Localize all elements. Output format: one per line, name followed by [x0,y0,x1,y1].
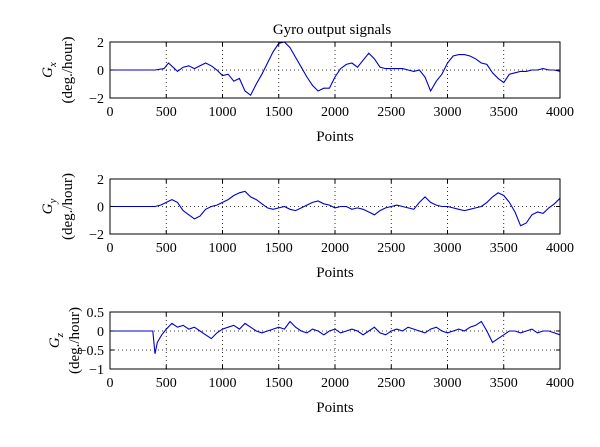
x-tick-label: 0 [107,105,114,120]
y-axis-subscript: x [47,62,59,68]
x-tick-label: 2000 [321,241,349,256]
x-tick-label: 500 [156,241,177,256]
x-tick-label: 4000 [546,376,574,391]
y-axis-subscript: y [47,199,59,205]
x-tick-label: 2000 [321,376,349,391]
series-line-1 [110,320,561,354]
panel-1: 0 500 1000 1500 2000 2500 3000 3500 4000−202Poin… [40,22,574,145]
y-tick-label: −1 [89,363,104,378]
x-tick-label: 1500 [265,376,293,391]
y-axis-label-unit: (deg./hour) [67,307,83,374]
x-tick-label: 0 [107,241,114,256]
y-tick-label: −2 [89,92,104,107]
x-tick-label: 2500 [377,105,405,120]
y-axis-label-symbol: Gy [40,199,59,215]
x-tick-label: 1000 [209,105,237,120]
y-axis-symbol: G [47,337,63,348]
y-axis-subscript: z [54,332,66,338]
panel-3: 0 500 1000 1500 2000 2500 3000 3500 4000 −1 −0.5 0 0… [47,306,574,416]
y-tick-label: −2 [89,228,104,243]
y-tick-label: 0 [97,64,104,79]
x-tick-label: 1500 [265,241,293,256]
x-tick-label: 1000 [209,241,237,256]
y-tick-label: 0 [97,201,104,216]
x-tick-label: 1000 [209,376,237,391]
y-tick-label: −0.5 [79,344,104,359]
series-line-1 [110,41,561,97]
x-tick-label: 4000 [546,105,574,120]
x-tick-label: 0 [107,376,114,391]
x-axis-label: Points [316,400,354,416]
y-axis-symbol: G [40,67,56,78]
x-tick-label: 1500 [265,105,293,120]
y-axis-label-unit: (deg./hour) [60,173,76,240]
y-tick-label: 2 [97,173,104,188]
panel-2: 0 500 1000 1500 2000 2500 3000 3500 4000−202Poin… [40,173,574,281]
x-tick-label: 3000 [434,241,462,256]
x-tick-label: 3500 [490,105,518,120]
y-tick-label: 0.5 [87,306,105,321]
x-axis-label: Points [316,129,354,145]
y-tick-label: 0 [97,325,104,340]
x-tick-label: 500 [156,376,177,391]
x-tick-label: 3500 [490,376,518,391]
y-axis-label-unit: (deg./hour) [60,36,76,103]
x-tick-label: 2500 [377,376,405,391]
y-axis-symbol: G [40,203,56,214]
x-tick-label: 3000 [434,376,462,391]
x-tick-label: 3500 [490,241,518,256]
x-tick-label: 4000 [546,241,574,256]
series-line-1 [110,190,561,227]
y-tick-label: 2 [97,36,104,51]
x-axis-label: Points [316,265,354,281]
x-tick-label: 500 [156,105,177,120]
x-tick-label: 3000 [434,105,462,120]
x-tick-label: 2500 [377,241,405,256]
x-tick-label: 2000 [321,105,349,120]
y-axis-label-symbol: Gz [47,332,66,348]
y-axis-label-symbol: Gx [40,62,59,78]
chart-title: Gyro output signals [273,22,391,38]
